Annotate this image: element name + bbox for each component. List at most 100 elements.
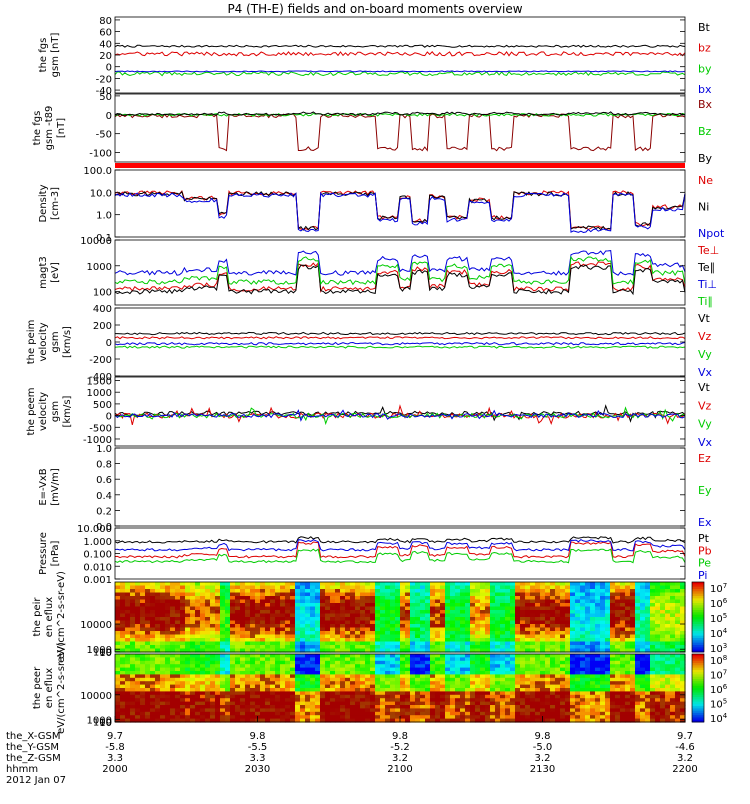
spectrogram-cell [540, 599, 546, 604]
spectrogram-cell [135, 677, 141, 682]
colorbar-swatch [692, 640, 704, 644]
spectrogram-cell [365, 613, 371, 618]
x-tick-label: 3.2 [677, 753, 693, 764]
spectrogram-cell [460, 698, 466, 703]
spectrogram-cell [520, 610, 526, 615]
spectrogram-cell [455, 648, 461, 653]
spectrogram-cell [180, 596, 186, 601]
spectrogram-cell [250, 708, 256, 713]
spectrogram-cell [665, 631, 671, 636]
spectrogram-cell [490, 677, 496, 682]
spectrogram-cell [280, 617, 286, 622]
spectrogram-cell [555, 701, 561, 706]
spectrogram-cell [530, 624, 536, 629]
spectrogram-cell [250, 620, 256, 625]
spectrogram-cell [535, 596, 541, 601]
spectrogram-cell [275, 645, 281, 650]
spectrogram-cell [560, 664, 566, 669]
spectrogram-cell [580, 701, 586, 706]
spectrogram-cell [175, 708, 181, 713]
spectrogram-cell [210, 664, 216, 669]
spectrogram-cell [115, 627, 121, 632]
spectrogram-cell [130, 634, 136, 639]
spectrogram-cell [415, 599, 421, 604]
spectrogram-cell [540, 660, 546, 665]
spectrogram-cell [150, 610, 156, 615]
spectrogram-cell [165, 582, 171, 587]
spectrogram-cell [290, 610, 296, 615]
spectrogram-cell [380, 660, 386, 665]
spectrogram-cell [350, 624, 356, 629]
spectrogram-cell [175, 592, 181, 597]
colorbar-tick-label: 105 [710, 698, 727, 711]
spectrogram-cell [250, 592, 256, 597]
spectrogram-cell [590, 613, 596, 618]
spectrogram-cell [280, 671, 286, 675]
spectrogram-cell [190, 624, 196, 629]
spectrogram-cell [190, 610, 196, 615]
spectrogram-cell [565, 596, 571, 601]
spectrogram-cell [265, 627, 271, 632]
spectrogram-cell [275, 617, 281, 622]
spectrogram-cell [460, 718, 466, 723]
spectrogram-cell [160, 660, 166, 665]
spectrogram-cell [185, 627, 191, 632]
spectrogram-cell [565, 681, 571, 686]
spectrogram-cell [385, 589, 391, 594]
spectrogram-cell [280, 638, 286, 643]
spectrogram-cell [140, 657, 146, 662]
spectrogram-cell [390, 641, 396, 646]
spectrogram-cell [525, 631, 531, 636]
spectrogram-cell [130, 674, 136, 679]
y-tick-label: -500 [89, 423, 112, 434]
spectrogram-cell [650, 610, 656, 615]
spectrogram-cell [675, 694, 681, 699]
spectrogram-cell [565, 694, 571, 699]
spectrogram-cell [220, 585, 226, 590]
spectrogram-cell [560, 677, 566, 682]
spectrogram-cell [645, 592, 651, 597]
spectrogram-cell [335, 603, 341, 608]
spectrogram-cell [500, 582, 506, 587]
spectrogram-cell [655, 596, 661, 601]
spectrogram-cell [235, 677, 241, 682]
spectrogram-cell [530, 627, 536, 632]
spectrogram-cell [280, 684, 286, 689]
spectrogram-cell [330, 688, 336, 692]
spectrogram-cell [545, 613, 551, 618]
spectrogram-cell [465, 634, 471, 639]
spectrogram-cell [605, 657, 611, 662]
spectrogram-cell [225, 681, 231, 686]
spectrogram-cell [145, 641, 151, 646]
spectrogram-cell [190, 694, 196, 699]
spectrogram-cell [195, 718, 201, 723]
spectrogram-cell [520, 711, 526, 716]
spectrogram-cell [510, 606, 516, 611]
spectrogram-cell [535, 638, 541, 643]
spectrogram-cell [500, 711, 506, 716]
spectrogram-cell [410, 603, 416, 608]
spectrogram-cell [300, 664, 306, 669]
spectrogram-cell [440, 694, 446, 699]
spectrogram-cell [320, 648, 326, 653]
spectrogram-cell [315, 711, 321, 716]
spectrogram-cell [480, 638, 486, 643]
spectrogram-cell [260, 671, 266, 675]
spectrogram-cell [670, 620, 676, 625]
spectrogram-cell [570, 671, 576, 675]
spectrogram-cell [400, 589, 406, 594]
spectrogram-cell [140, 684, 146, 689]
spectrogram-cell [585, 715, 591, 720]
spectrogram-cell [500, 610, 506, 615]
spectrogram-cell [585, 691, 591, 696]
colorbar-swatch [692, 667, 704, 671]
spectrogram-cell [570, 610, 576, 615]
spectrogram-cell [315, 617, 321, 622]
spectrogram-cell [380, 674, 386, 679]
spectrogram-cell [555, 708, 561, 713]
spectrogram-cell [225, 688, 231, 692]
spectrogram-cell [165, 585, 171, 590]
spectrogram-cell [455, 606, 461, 611]
spectrogram-cell [135, 596, 141, 601]
spectrogram-cell [495, 585, 501, 590]
